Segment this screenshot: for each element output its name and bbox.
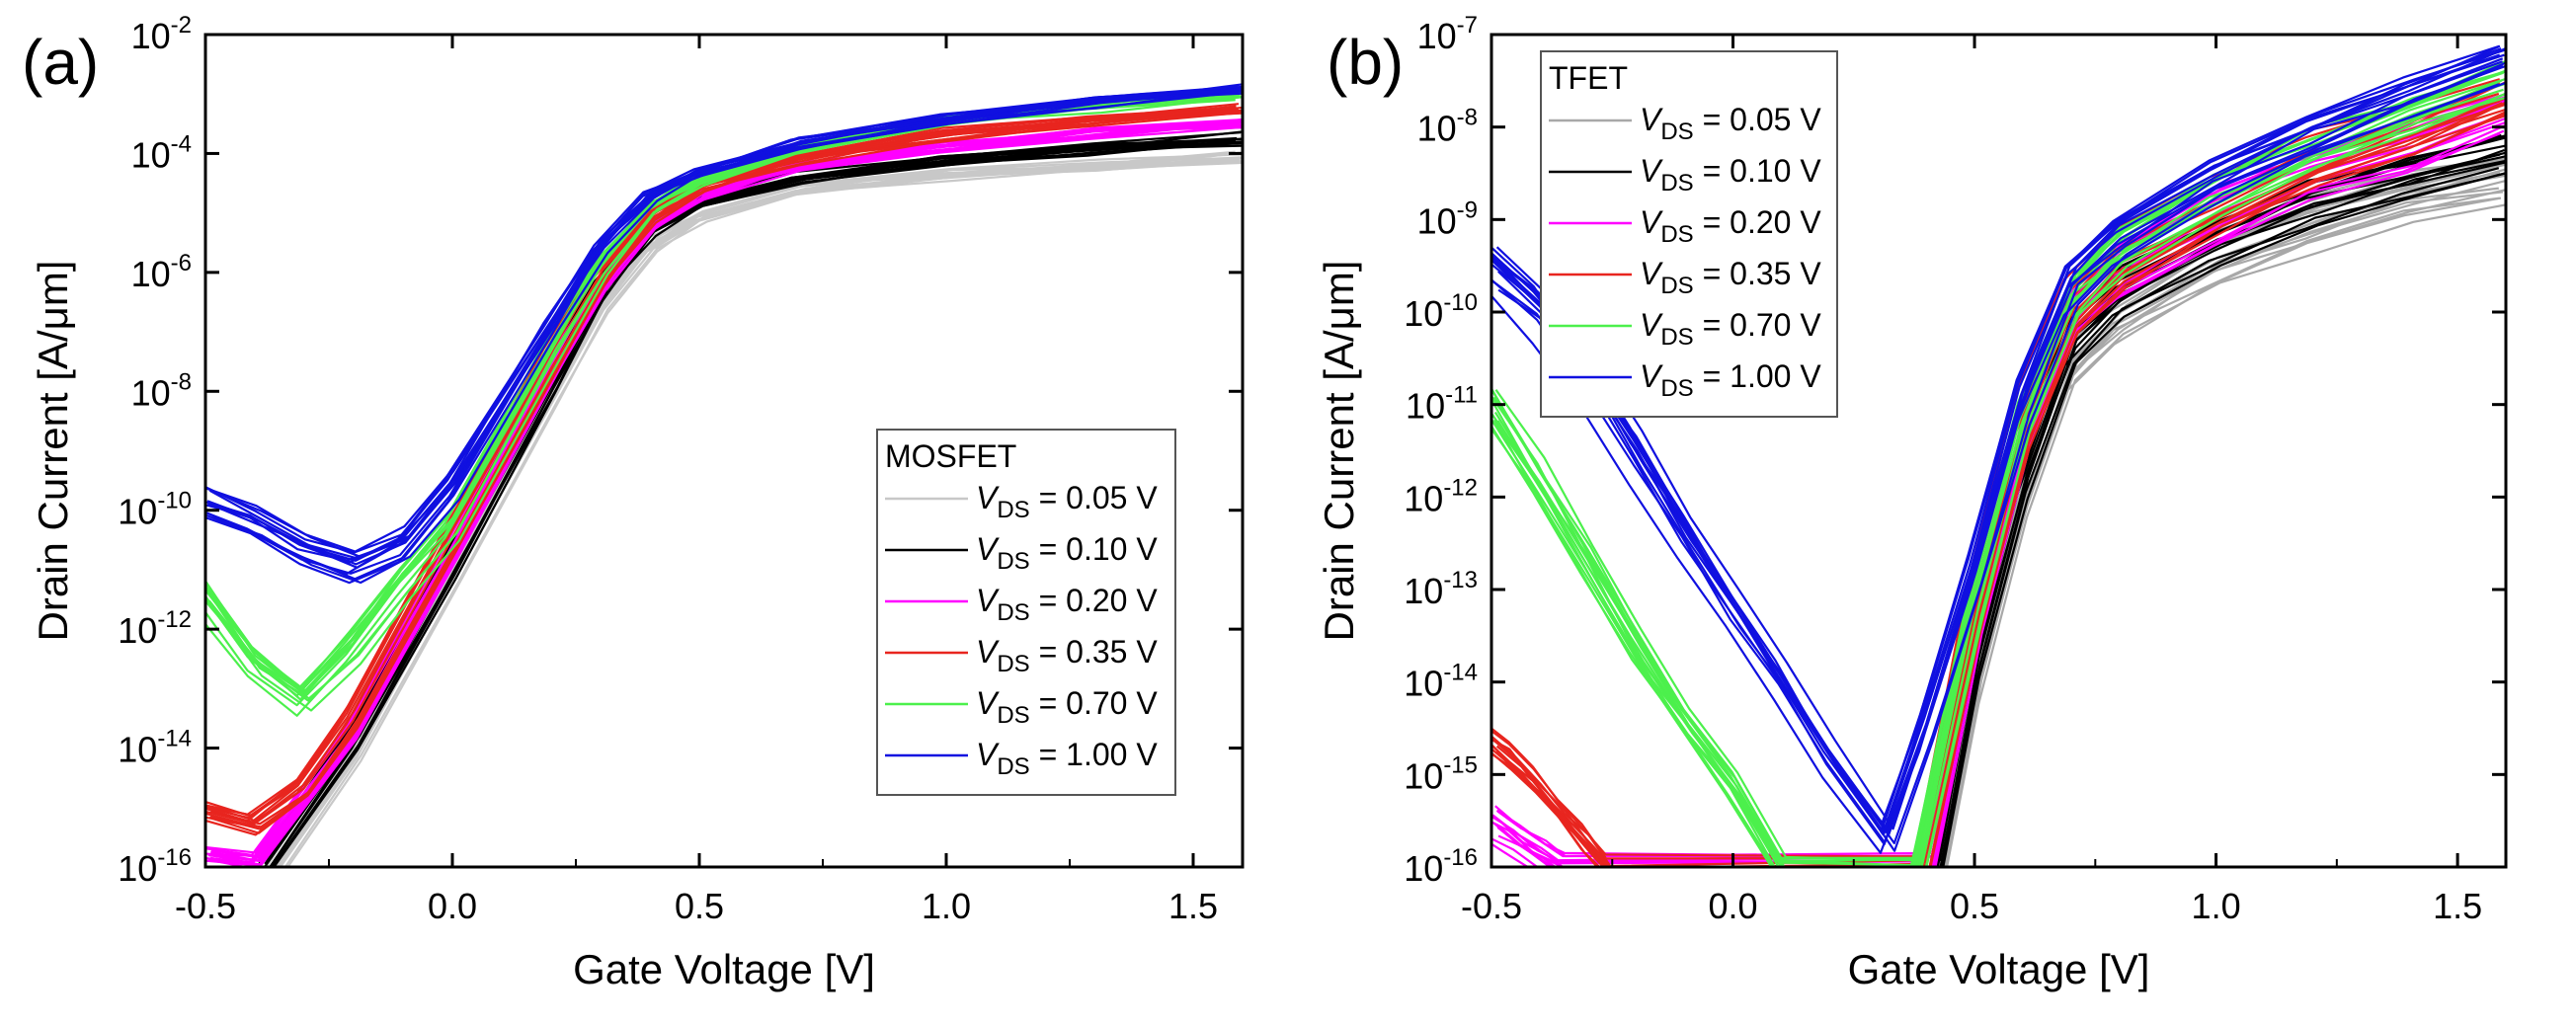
series-line [1491, 101, 2506, 867]
y-tick-label: 10-12 [1404, 474, 1478, 518]
y-tick-label: 10-14 [118, 726, 192, 770]
y-tick-label: 10-8 [131, 368, 192, 413]
series-line [1491, 46, 2506, 831]
series-line [206, 92, 1243, 562]
x-tick-label: -0.5 [175, 886, 236, 926]
series-line [1946, 163, 2506, 862]
x-tick-label: 1.5 [2433, 886, 2482, 926]
legend-box [1540, 50, 1838, 418]
panel-label: (a) [22, 27, 99, 98]
series-group [1491, 44, 2506, 867]
y-tick-label: 10-7 [1417, 12, 1478, 56]
series-line [1942, 172, 2506, 867]
series-line [1491, 57, 2504, 846]
legend-entry: VDS = 0.70 V [976, 685, 1158, 729]
series-line [1939, 151, 2506, 867]
x-tick-label: 0.5 [1950, 886, 1999, 926]
legend-entry: VDS = 1.00 V [1640, 358, 1821, 402]
y-tick-label: 10-16 [1404, 844, 1478, 889]
series-line [1493, 82, 2506, 867]
y-tick-label: 10-9 [1417, 197, 1478, 241]
y-axis-title: Drain Current [A/μm] [1316, 261, 1362, 642]
series-line [208, 89, 1243, 560]
series-line [208, 110, 1243, 834]
y-tick-label: 10-11 [1406, 382, 1478, 427]
x-tick-label: 1.0 [2192, 886, 2241, 926]
x-tick-label: 0.0 [1709, 886, 1758, 926]
panel-a-mosfet: -0.5 0.0 0.5 1.0 1.5 10-2 10-4 10-6 10-8 10-10 10-… [22, 12, 1245, 992]
y-tick-label: 10-2 [131, 12, 192, 56]
series-line [1497, 81, 2506, 852]
legend-entry: VDS = 1.00 V [976, 737, 1158, 780]
series-line [1496, 96, 2506, 867]
legend: MOSFET VDS = 0.05 V VDS = 0.10 V VDS = 0.20… [876, 429, 1176, 796]
x-tick-label: 0.0 [428, 886, 477, 926]
legend-box [876, 429, 1176, 796]
plot-frame [203, 33, 1245, 869]
x-tick-label: -0.5 [1461, 886, 1522, 926]
panel-b-tfet: -0.5 0.0 0.5 1.0 1.5 10-7 10-8 10-9 10-10 10-11 10… [1316, 12, 2508, 992]
series-line [1494, 70, 2506, 862]
series-line [1491, 60, 2503, 834]
y-tick-label: 10-10 [1404, 289, 1478, 334]
y-tick-label: 10-8 [1417, 105, 1478, 149]
legend-entry: VDS = 0.05 V [976, 480, 1158, 523]
x-tick-label: 1.0 [922, 886, 971, 926]
legend-entry: VDS = 0.10 V [976, 531, 1158, 575]
legend-entry: VDS = 0.05 V [1640, 102, 1821, 145]
x-axis-title: Gate Voltage [V] [1848, 946, 2150, 992]
y-tick-label: 10-13 [1404, 567, 1478, 611]
legend-entry: VDS = 0.10 V [1640, 153, 1821, 197]
x-tick-label: 0.5 [675, 886, 724, 926]
series-line [286, 161, 1243, 867]
y-tick-label: 10-15 [1404, 751, 1478, 796]
series-line [210, 118, 1243, 867]
series-group [205, 83, 1243, 867]
series-line [1945, 203, 2506, 867]
series-line [206, 83, 1243, 553]
series-vds-1-00-v [205, 83, 1243, 585]
y-tick-label: 10-10 [118, 488, 192, 532]
legend: TFET VDS = 0.05 V VDS = 0.10 V VDS = 0.20 V… [1540, 50, 1838, 418]
y-tick-label: 10-4 [131, 130, 192, 175]
series-line [205, 87, 1243, 581]
x-axis-title: Gate Voltage [V] [573, 946, 875, 992]
legend-title: MOSFET [885, 438, 1016, 474]
legend-entry: VDS = 0.35 V [1640, 256, 1821, 299]
legend-title: TFET [1549, 60, 1628, 96]
legend-entry: VDS = 0.20 V [976, 583, 1158, 626]
y-tick-label: 10-6 [131, 250, 192, 294]
legend-entry: VDS = 0.70 V [1640, 307, 1821, 351]
y-tick-label: 10-14 [1404, 660, 1478, 704]
y-axis-title: Drain Current [A/μm] [30, 261, 76, 642]
panel-label: (b) [1327, 27, 1404, 98]
legend-entry: VDS = 0.35 V [976, 634, 1158, 677]
y-tick-label: 10-16 [118, 844, 192, 889]
legend-entry: VDS = 0.20 V [1640, 204, 1821, 248]
plot-frame [1489, 33, 2508, 869]
series-line [1497, 64, 2506, 845]
y-tick-label: 10-12 [118, 606, 192, 651]
x-tick-label: 1.5 [1168, 886, 1218, 926]
series-vds-0-05-v [1933, 157, 2506, 867]
series-line [1941, 189, 2506, 867]
series-line [1945, 179, 2506, 867]
